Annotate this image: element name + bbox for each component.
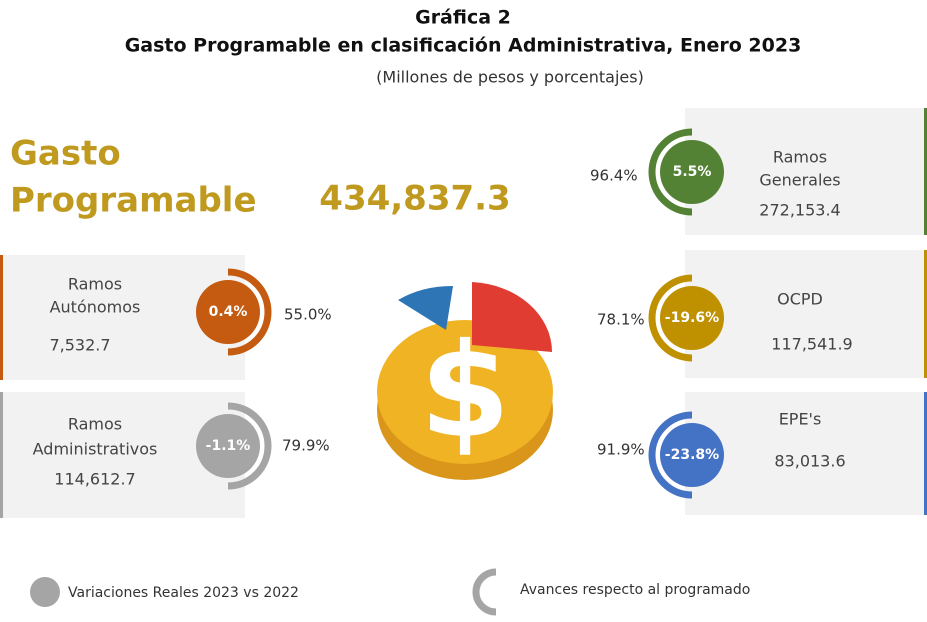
item-name: Ramos (773, 148, 827, 167)
item-amount: 114,612.7 (54, 470, 135, 489)
page: {"header": {"label": "Gráfica 2", "title… (0, 0, 927, 618)
subtitle: (Millones de pesos y porcentajes) (376, 68, 644, 87)
total-name: Gasto (10, 134, 121, 174)
item-progress: 55.0% (284, 306, 332, 324)
item-amount: 272,153.4 (759, 201, 840, 220)
item-name: EPE's (779, 410, 822, 429)
total-name: Programable (10, 181, 257, 221)
card-border (0, 255, 3, 380)
item-variation: 5.5% (673, 164, 712, 180)
item-name: Ramos (68, 275, 122, 294)
item-amount: 117,541.9 (771, 335, 852, 354)
item-name: Autónomos (50, 298, 141, 317)
legend-marker (476, 572, 496, 612)
item-variation: 0.4% (209, 304, 248, 320)
item-name: Generales (759, 171, 840, 190)
item-variation: -19.6% (665, 310, 719, 326)
item-name: Ramos (68, 415, 122, 434)
card-border (0, 392, 3, 518)
legend-label: Variaciones Reales 2023 vs 2022 (68, 585, 299, 601)
item-name: OCPD (777, 290, 823, 309)
item-progress: 91.9% (597, 441, 645, 459)
item-name: Administrativos (33, 440, 158, 459)
item-progress: 96.4% (590, 167, 638, 185)
item-variation: -1.1% (206, 438, 251, 454)
legend-label: Avances respecto al programado (520, 582, 750, 598)
item-amount: 83,013.6 (774, 452, 845, 471)
title: Gasto Programable en clasificación Admin… (125, 35, 802, 57)
item-progress: 78.1% (597, 311, 645, 329)
item-amount: 7,532.7 (49, 336, 110, 355)
svg-text:$: $ (420, 315, 510, 467)
total-amount: 434,837.3 (319, 179, 510, 219)
money-pie-icon: $ (377, 282, 553, 480)
item-variation: -23.8% (665, 447, 719, 463)
figure-label: Gráfica 2 (415, 7, 511, 29)
infographic: Gráfica 2 Gasto Programable en clasifica… (0, 0, 927, 618)
legend-marker (30, 577, 60, 607)
item-progress: 79.9% (282, 437, 330, 455)
